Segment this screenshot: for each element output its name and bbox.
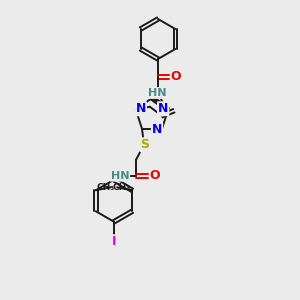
Text: CH₃: CH₃	[97, 183, 115, 192]
Text: N: N	[152, 123, 162, 136]
Text: CH₃: CH₃	[113, 183, 131, 192]
Text: O: O	[171, 70, 181, 83]
Text: HN: HN	[148, 88, 166, 98]
Text: HN: HN	[111, 171, 129, 181]
Text: I: I	[112, 235, 116, 248]
Text: O: O	[150, 169, 160, 182]
Text: N: N	[158, 102, 168, 115]
Text: N: N	[136, 102, 146, 115]
Text: S: S	[140, 138, 149, 151]
